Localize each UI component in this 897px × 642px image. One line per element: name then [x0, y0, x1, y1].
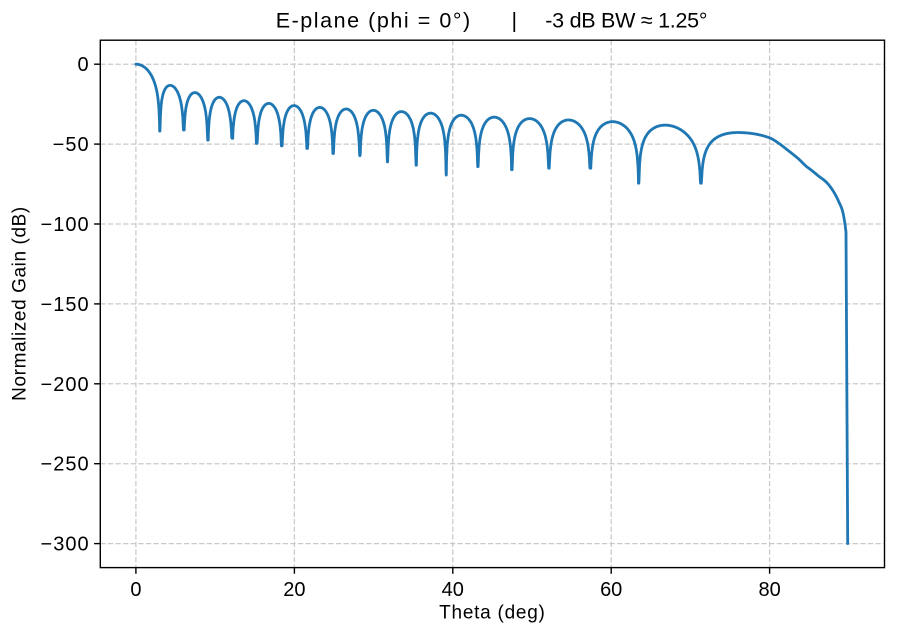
svg-text:−300: −300: [41, 534, 90, 556]
svg-text:−200: −200: [41, 374, 90, 396]
svg-text:0: 0: [77, 54, 89, 76]
svg-text:0: 0: [130, 579, 141, 601]
svg-text:40: 40: [442, 579, 464, 601]
svg-text:Normalized Gain (dB): Normalized Gain (dB): [10, 206, 31, 401]
svg-text:−100: −100: [41, 214, 90, 236]
svg-text:|: |: [512, 9, 518, 33]
svg-text:80: 80: [758, 579, 780, 601]
svg-text:60: 60: [600, 579, 622, 601]
svg-text:Theta (deg): Theta (deg): [439, 603, 545, 624]
svg-text:20: 20: [283, 579, 305, 601]
svg-text:−250: −250: [41, 454, 90, 476]
svg-text:-3 dB BW ≈ 1.25°: -3 dB BW ≈ 1.25°: [545, 9, 707, 33]
svg-text:E-plane (phi = 0°): E-plane (phi = 0°): [276, 9, 472, 33]
svg-text:−50: −50: [53, 134, 90, 156]
svg-text:−150: −150: [41, 294, 90, 316]
